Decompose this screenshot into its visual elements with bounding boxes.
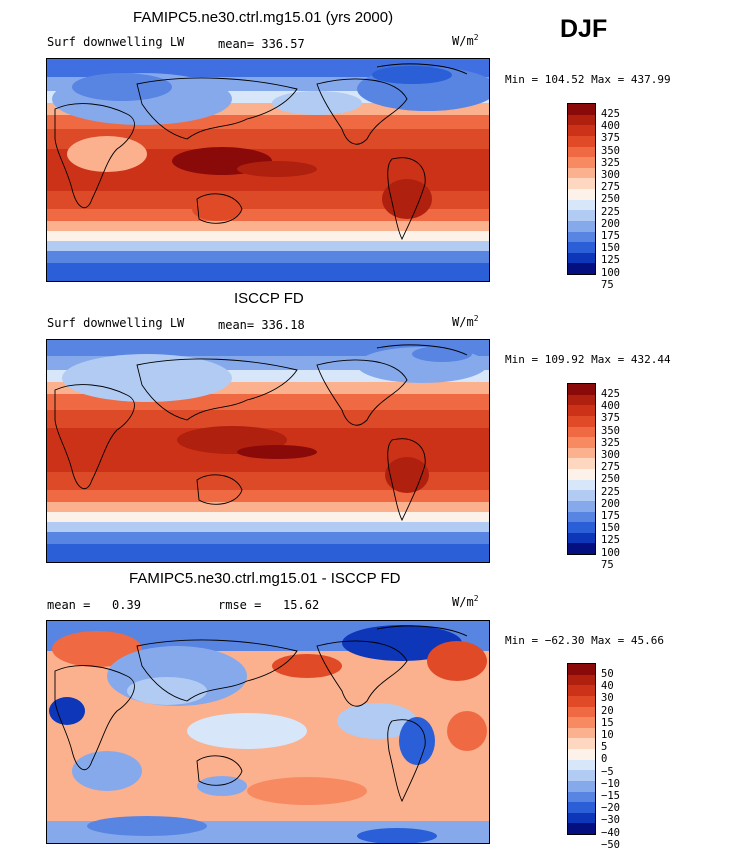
panel3-minmax: Min = −62.30 Max = 45.66 [505,634,664,647]
panel1-title: FAMIPC5.ne30.ctrl.mg15.01 (yrs 2000) [133,9,394,26]
tick: 325 [601,156,620,169]
tick: 275 [601,181,620,194]
panel2-minmax: Min = 109.92 Max = 432.44 [505,353,671,366]
tick: 100 [601,266,620,279]
tick: 100 [601,546,620,559]
tick: 0 [601,753,608,766]
tick: 200 [601,217,620,230]
tick: −5 [601,765,614,778]
panel1-map [46,58,490,282]
panel2-colorbar-ticks: 425 400 375 350 325 300 275 250 225 200 … [601,388,620,571]
panel3-rmse-label: rmse = [218,598,262,612]
panel3-title: FAMIPC5.ne30.ctrl.mg15.01 - ISCCP FD [129,570,401,587]
tick: −30 [601,814,620,827]
panel1-mean-label: mean= [218,37,255,51]
units-text: W/m [452,595,474,609]
tick: 350 [601,144,620,157]
panel3-units: W/m2 [452,594,479,609]
tick: 250 [601,473,620,486]
tick: 300 [601,449,620,462]
tick: 30 [601,692,614,705]
panel2-colorbar [567,383,596,555]
panel1-minmax: Min = 104.52 Max = 437.99 [505,73,671,86]
tick: −40 [601,826,620,839]
tick: 50 [601,668,614,680]
tick: −20 [601,802,620,815]
panel2-title: ISCCP FD [234,290,304,307]
tick: 325 [601,436,620,449]
tick: 400 [601,400,620,413]
panel3-mean-label: mean = [47,598,91,612]
panel1-variable-label: Surf downwelling LW [47,35,185,49]
tick: 125 [601,534,620,547]
tick: 150 [601,242,620,255]
panel1-colorbar-ticks: 425 400 375 350 325 300 275 250 225 200 … [601,108,620,291]
panel2-mean: mean= 336.18 [218,318,305,332]
units-text: W/m [452,34,474,48]
tick: 75 [601,558,614,571]
tick: 400 [601,120,620,133]
tick: 300 [601,169,620,182]
tick: 40 [601,680,614,693]
tick: 225 [601,205,620,218]
tick: 125 [601,254,620,267]
units-text: W/m [452,315,474,329]
tick: 375 [601,132,620,145]
tick: 75 [601,278,614,291]
tick: 200 [601,497,620,510]
tick: 175 [601,230,620,243]
units-sup: 2 [473,314,479,323]
tick: 225 [601,485,620,498]
tick: 375 [601,412,620,425]
panel2-mean-label: mean= [218,318,255,332]
panel1-units: W/m2 [452,33,479,48]
panel3-map [46,620,490,844]
panel3-rmse-value: 15.62 [283,598,320,612]
panel3-colorbar-ticks: 50 40 30 20 15 10 5 0 −5 −10 −15 −20 −30… [601,668,620,851]
tick: 10 [601,729,614,742]
panel2-mean-value: 336.18 [261,318,305,332]
panel1-colorbar [567,103,596,275]
tick: 150 [601,522,620,535]
season-label: DJF [560,15,608,43]
tick: 15 [601,716,614,729]
panel1-mean: mean= 336.57 [218,37,305,51]
tick: −10 [601,777,620,790]
panel1-mean-value: 336.57 [261,37,305,51]
panel2-units: W/m2 [452,314,479,329]
tick: 175 [601,510,620,523]
panel2-map [46,339,490,563]
units-sup: 2 [473,33,479,42]
tick: 250 [601,193,620,206]
tick: 275 [601,461,620,474]
panel3-rmse: rmse = 15.62 [218,598,319,612]
tick: 5 [601,741,608,754]
panel3-mean-value: 0.39 [112,598,141,612]
tick: −50 [601,838,620,851]
tick: 20 [601,704,614,717]
panel3-colorbar [567,663,596,835]
units-sup: 2 [473,594,479,603]
tick: 425 [601,388,620,400]
panel3-mean: mean = 0.39 [47,598,141,612]
tick: 425 [601,108,620,120]
tick: 350 [601,424,620,437]
tick: −15 [601,790,620,803]
panel2-variable-label: Surf downwelling LW [47,316,185,330]
